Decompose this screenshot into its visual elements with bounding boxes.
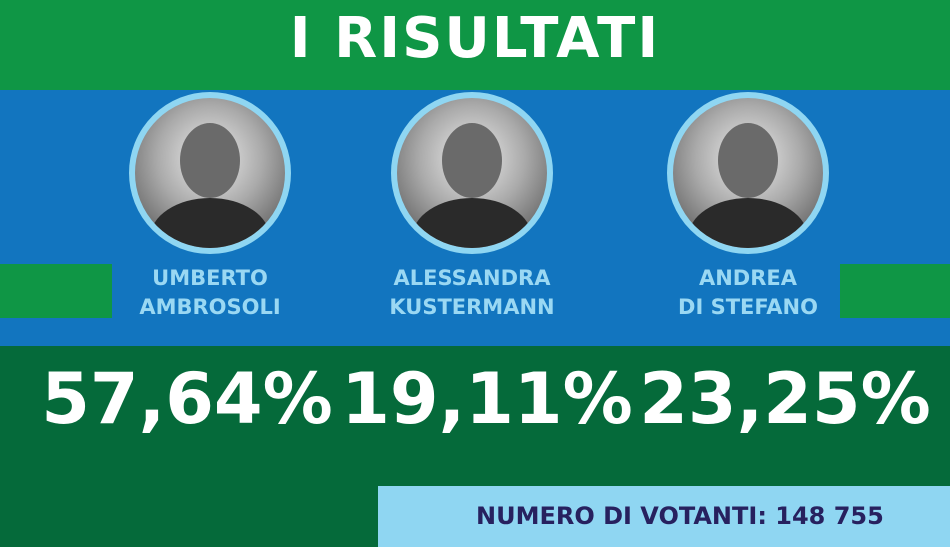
- candidate-name: ANDREA DI STEFANO: [678, 266, 818, 319]
- candidate-percent: 19,11%: [341, 358, 633, 440]
- candidate-photo-ambrosoli: [129, 92, 291, 254]
- candidate-name: UMBERTO AMBROSOLI: [139, 266, 281, 319]
- candidate-photo-di-stefano: [667, 92, 829, 254]
- page-title: I RISULTATI: [289, 6, 661, 71]
- left-accent-bar: [0, 264, 112, 318]
- candidate-percent: 23,25%: [639, 358, 931, 440]
- title-band: [0, 0, 950, 90]
- candidate-percent: 57,64%: [41, 358, 333, 440]
- right-accent-bar: [840, 264, 950, 318]
- candidate-name: ALESSANDRA KUSTERMANN: [389, 266, 555, 319]
- voters-count: NUMERO DI VOTANTI: 148 755: [476, 502, 884, 530]
- voters-box: NUMERO DI VOTANTI: 148 755: [378, 486, 950, 547]
- candidate-photo-kustermann: [391, 92, 553, 254]
